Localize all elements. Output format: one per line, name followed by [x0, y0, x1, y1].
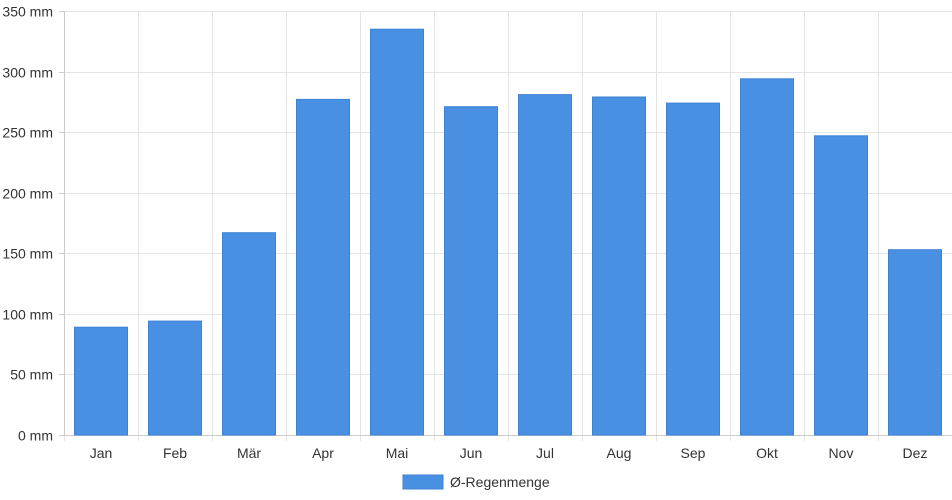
y-tick-label: 150 mm: [2, 246, 53, 262]
bar-apr[interactable]: [296, 98, 350, 436]
y-tick-label: 250 mm: [2, 125, 53, 141]
y-tick-label: 50 mm: [10, 367, 53, 383]
y-tick-label: 350 mm: [2, 4, 53, 20]
x-tick-label: Mai: [386, 445, 409, 461]
legend-swatch: [402, 474, 444, 490]
x-tick-label: Aug: [607, 445, 632, 461]
x-tick-label: Mär: [237, 445, 261, 461]
x-tick-labels: Jan Feb Mär Apr Mai Jun Jul Aug Sep Okt Nov Dez: [90, 445, 928, 461]
y-tick-labels: 0 mm 50 mm 100 mm 150 mm 200 mm 250 mm 300 mm 3…: [2, 4, 53, 444]
x-tick-label: Dez: [903, 445, 928, 461]
bar-mai[interactable]: [370, 28, 424, 436]
grid-lines: [64, 11, 952, 441]
x-tick-label: Feb: [163, 445, 187, 461]
bar-feb[interactable]: [148, 320, 202, 436]
bar-jun[interactable]: [444, 106, 498, 436]
bar-okt[interactable]: [740, 78, 794, 436]
y-tick-label: 200 mm: [2, 186, 53, 202]
x-tick-label: Nov: [829, 445, 854, 461]
y-tick-label: 100 mm: [2, 307, 53, 323]
bar-jul[interactable]: [518, 94, 572, 436]
x-tick-label: Jul: [536, 445, 554, 461]
bar-mär[interactable]: [222, 232, 276, 436]
axes: [59, 11, 952, 436]
bar-sep[interactable]: [666, 102, 720, 436]
x-tick-label: Jun: [460, 445, 483, 461]
bar-nov[interactable]: [814, 135, 868, 436]
y-tick-label: 0 mm: [18, 428, 53, 444]
legend[interactable]: Ø-Regenmenge: [402, 474, 550, 490]
bar-aug[interactable]: [592, 96, 646, 436]
bar-dez[interactable]: [888, 249, 942, 436]
x-tick-label: Sep: [681, 445, 706, 461]
bar-jan[interactable]: [74, 326, 128, 436]
x-tick-label: Apr: [312, 445, 334, 461]
legend-label: Ø-Regenmenge: [450, 474, 550, 490]
bars: [74, 28, 942, 436]
x-tick-label: Jan: [90, 445, 113, 461]
y-tick-label: 300 mm: [2, 65, 53, 81]
x-tick-label: Okt: [756, 445, 778, 461]
